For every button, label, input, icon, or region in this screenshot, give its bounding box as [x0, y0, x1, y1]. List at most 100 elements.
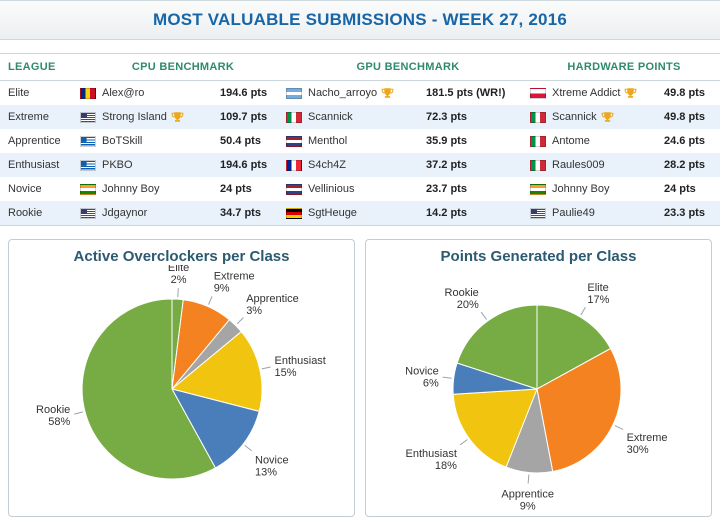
pie-label-novice: Novice 6%: [405, 366, 439, 390]
player-name-cell: Jdgaynor: [102, 207, 220, 219]
table-row: Novice Johnny Boy 24 pts Vellinious 23.7 pts…: [0, 177, 720, 201]
points-value: 24.6 pts: [664, 135, 705, 147]
label-connector: [73, 411, 83, 415]
it-flag-icon: [530, 135, 546, 147]
gr-flag-icon: [80, 135, 96, 147]
label-connector: [480, 311, 487, 320]
points-value: 24 pts: [220, 183, 252, 195]
gr-flag-icon: [80, 159, 96, 171]
flag-cell: [530, 159, 552, 171]
player-name-link[interactable]: Johnny Boy: [102, 183, 160, 195]
pl-flag-icon: [530, 87, 546, 99]
flag-cell: [530, 111, 552, 123]
mvs-table-body: Elite Alex@ro 194.6 pts Nacho_arroyo 181.5 p…: [0, 81, 720, 226]
player-name-link[interactable]: SgtHeuge: [308, 207, 357, 219]
fr-flag-icon: [286, 159, 302, 171]
points-value: 37.2 pts: [426, 159, 467, 171]
table-row: Rookie Jdgaynor 34.7 pts SgtHeuge 14.2 pts Pa…: [0, 201, 720, 225]
flag-cell: [530, 207, 552, 219]
player-name-link[interactable]: Paulie49: [552, 207, 595, 219]
player-name-cell: Paulie49: [552, 207, 664, 219]
player-name-link[interactable]: Menthol: [308, 135, 348, 147]
nl-flag-icon: [286, 183, 302, 195]
player-name-cell: Scannick: [308, 111, 426, 123]
chart-title-active-overclockers: Active Overclockers per Class: [73, 248, 290, 265]
points-value: 35.9 pts: [426, 135, 467, 147]
charts-row: Active Overclockers per Class Elite 2% Ext…: [8, 239, 712, 517]
flag-cell: [80, 135, 102, 147]
flag-cell: [530, 135, 552, 147]
pie-slice-rookie[interactable]: [81, 298, 216, 480]
pie-slice-extreme[interactable]: [535, 347, 621, 473]
points-value: 23.3 pts: [664, 207, 705, 219]
player-name-cell: Strong Island: [102, 111, 220, 124]
league-label: Novice: [8, 183, 42, 195]
flag-cell: [80, 207, 102, 219]
table-header-row: LEAGUE CPU BENCHMARK GPU BENCHMARK HARDW…: [0, 53, 720, 81]
points-value: 194.6 pts: [220, 87, 268, 99]
player-name-link[interactable]: S4ch4Z: [308, 159, 346, 171]
player-name-link[interactable]: Johnny Boy: [552, 183, 610, 195]
label-connector: [243, 445, 252, 452]
player-name-link[interactable]: PKBO: [102, 159, 133, 171]
pie-label-apprentice: Apprentice 9%: [501, 489, 554, 511]
mvs-table: LEAGUE CPU BENCHMARK GPU BENCHMARK HARDW…: [0, 53, 720, 226]
league-label: Apprentice: [8, 135, 61, 147]
player-name-link[interactable]: Xtreme Addict: [552, 87, 621, 99]
points-value: 50.4 pts: [220, 135, 261, 147]
pie-label-rookie: Rookie 58%: [36, 404, 70, 428]
in-flag-icon: [80, 183, 96, 195]
player-name-link[interactable]: BoTSkill: [102, 135, 143, 147]
it-flag-icon: [286, 111, 302, 123]
pie-slice-enthusiast[interactable]: [170, 330, 263, 413]
player-name-link[interactable]: Raules009: [552, 159, 605, 171]
points-value: 181.5 pts (WR!): [426, 87, 506, 99]
chart-box-active-overclockers: Active Overclockers per Class Elite 2% Ext…: [8, 239, 355, 517]
player-name-link[interactable]: Scannick: [552, 111, 597, 123]
label-connector: [176, 288, 179, 298]
trophy-icon: [171, 111, 184, 124]
table-row: Apprentice BoTSkill 50.4 pts Menthol 35.9 pt…: [0, 129, 720, 153]
player-name-cell: Johnny Boy: [102, 183, 220, 195]
ro-flag-icon: [80, 87, 96, 99]
player-name-cell: Antome: [552, 135, 664, 147]
flag-cell: [530, 183, 552, 195]
player-name-link[interactable]: Vellinious: [308, 183, 355, 195]
player-name-link[interactable]: Alex@ro: [102, 87, 145, 99]
column-header-hardware-points: HARDWARE POINTS: [567, 61, 681, 73]
pie-slice-rookie[interactable]: [455, 304, 537, 390]
column-header-cpu-benchmark: CPU BENCHMARK: [131, 61, 235, 73]
points-value: 24 pts: [664, 183, 696, 195]
label-connector: [207, 296, 213, 305]
page-title: MOST VALUABLE SUBMISSIONS - WEEK 27, 201…: [152, 10, 568, 29]
player-name-cell: BoTSkill: [102, 135, 220, 147]
player-name-link[interactable]: Jdgaynor: [102, 207, 148, 219]
player-name-link[interactable]: Scannick: [308, 111, 353, 123]
pie-slice-novice[interactable]: [170, 388, 260, 469]
player-name-cell: Alex@ro: [102, 87, 220, 99]
pie-label-elite: Elite 2%: [167, 265, 188, 286]
player-name-cell: Menthol: [308, 135, 426, 147]
table-row: Elite Alex@ro 194.6 pts Nacho_arroyo 181.5 p…: [0, 81, 720, 105]
pie-slice-enthusiast[interactable]: [452, 388, 538, 468]
player-name-link[interactable]: Nacho_arroyo: [308, 87, 378, 99]
ar-flag-icon: [286, 87, 302, 99]
it-flag-icon: [530, 111, 546, 123]
player-name-link[interactable]: Strong Island: [102, 111, 167, 123]
pie-label-enthusiast: Enthusiast 15%: [274, 355, 325, 379]
points-value: 49.8 pts: [664, 87, 705, 99]
label-connector: [459, 439, 468, 446]
flag-cell: [80, 111, 102, 123]
flag-cell: [286, 111, 308, 123]
label-connector: [614, 425, 623, 430]
player-name-link[interactable]: Antome: [552, 135, 590, 147]
flag-cell: [80, 87, 102, 99]
player-name-cell: Raules009: [552, 159, 664, 171]
pie-slice-elite[interactable]: [536, 304, 611, 390]
pie-label-elite: Elite 17%: [587, 282, 609, 306]
points-value: 109.7 pts: [220, 111, 268, 123]
player-name-cell: PKBO: [102, 159, 220, 171]
table-row: Enthusiast PKBO 194.6 pts S4ch4Z 37.2 pts Rau…: [0, 153, 720, 177]
label-connector: [527, 474, 529, 484]
player-name-cell: SgtHeuge: [308, 207, 426, 219]
